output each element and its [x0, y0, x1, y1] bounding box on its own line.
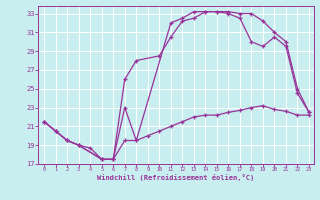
- X-axis label: Windchill (Refroidissement éolien,°C): Windchill (Refroidissement éolien,°C): [97, 174, 255, 181]
